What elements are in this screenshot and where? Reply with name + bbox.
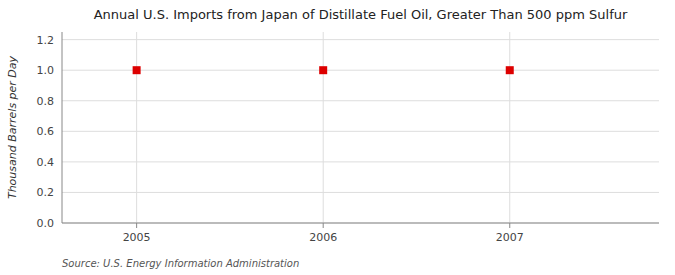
y-axis-line	[62, 32, 63, 223]
y-tick-label: 0.4	[37, 156, 55, 169]
y-axis-label: Thousand Barrels per Day	[6, 55, 19, 199]
x-tick-label: 2007	[496, 231, 524, 244]
y-grid-line	[62, 223, 659, 224]
y-grid-line	[62, 100, 659, 101]
y-tick-label: 0.6	[37, 125, 55, 138]
x-grid-line	[509, 32, 510, 223]
axes: 0.0 0.2 0.4 0.6 0.8 1.0 1.2 2005 2006 2007	[37, 32, 660, 244]
y-tick-label: 1.0	[37, 64, 55, 77]
chart: 0.0 0.2 0.4 0.6 0.8 1.0 1.2 2005 2006 2007 Annual …	[0, 0, 675, 275]
y-grid-line	[62, 161, 659, 162]
y-grid-line	[62, 192, 659, 193]
grid	[62, 32, 659, 223]
point	[506, 66, 514, 74]
y-grid-line	[62, 70, 659, 71]
point	[133, 66, 141, 74]
points	[133, 66, 514, 74]
y-tick-label: 0.0	[37, 217, 55, 230]
y-tick-label: 0.8	[37, 95, 55, 108]
x-axis-line	[62, 223, 659, 224]
y-grid-line	[62, 131, 659, 132]
title: Annual U.S. Imports from Japan of Distil…	[94, 7, 628, 22]
y-tick-label: 0.2	[37, 186, 55, 199]
x-tick	[136, 223, 137, 228]
x-grid-line	[136, 32, 137, 223]
source-note: Source: U.S. Energy Information Administ…	[62, 258, 299, 269]
x-tick-label: 2005	[123, 231, 151, 244]
x-grid-line	[323, 32, 324, 223]
point	[319, 66, 327, 74]
y-grid-line	[62, 39, 659, 40]
x-tick	[323, 223, 324, 228]
x-tick-label: 2006	[309, 231, 337, 244]
y-tick-label: 1.2	[37, 34, 55, 47]
x-tick	[509, 223, 510, 228]
